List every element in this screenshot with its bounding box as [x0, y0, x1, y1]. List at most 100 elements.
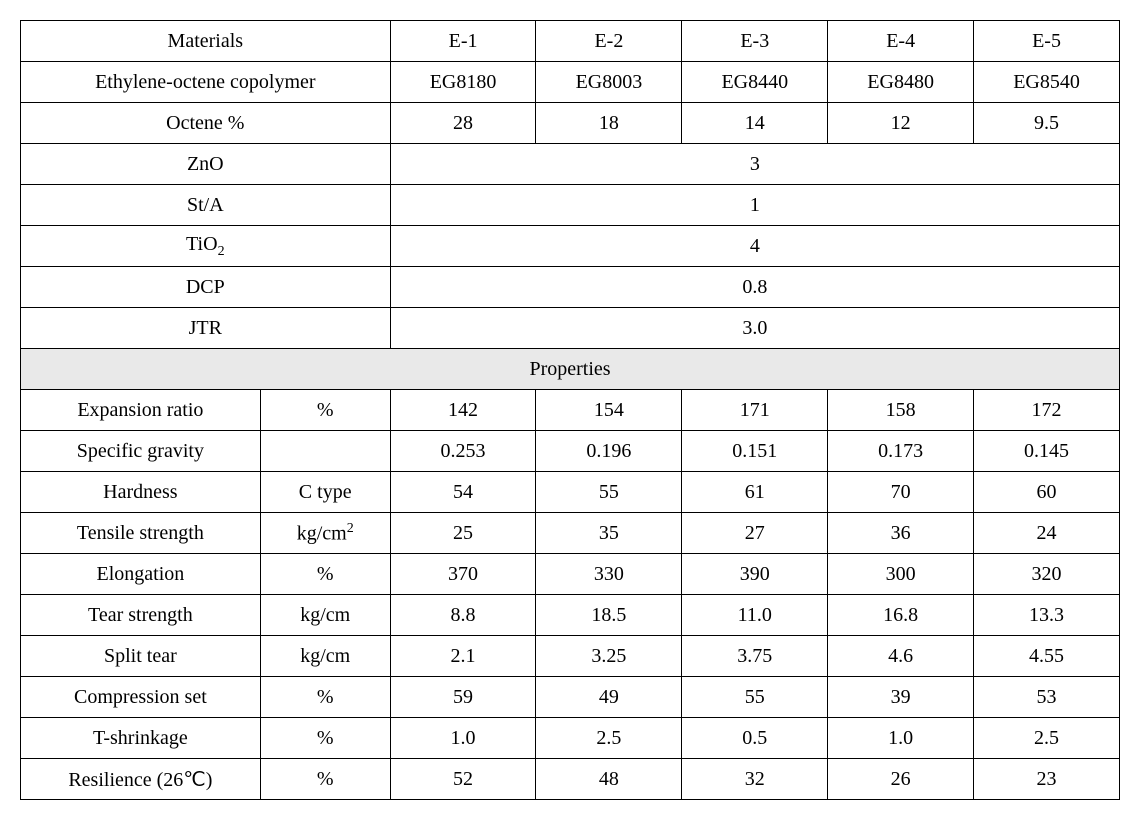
row-jtr: JTR 3.0 [21, 308, 1120, 349]
cell-merged: 3 [390, 144, 1119, 185]
cell-e2: 0.196 [536, 431, 682, 472]
cell-e2: 3.25 [536, 636, 682, 677]
cell-e3: 11.0 [682, 595, 828, 636]
cell-e3: 0.5 [682, 718, 828, 759]
row-tensile-strength: Tensile strength kg/cm2 25 35 27 36 24 [21, 513, 1120, 554]
col-header-e1: E-1 [390, 21, 536, 62]
cell-e4: 4.6 [828, 636, 974, 677]
row-tear-strength: Tear strength kg/cm 8.8 18.5 11.0 16.8 1… [21, 595, 1120, 636]
cell-e4: 12 [828, 103, 974, 144]
cell-label: Compression set [21, 677, 261, 718]
cell-label: Split tear [21, 636, 261, 677]
cell-label: Octene % [21, 103, 391, 144]
cell-e2: EG8003 [536, 62, 682, 103]
materials-properties-table: Materials E-1 E-2 E-3 E-4 E-5 Ethylene-o… [20, 20, 1120, 800]
cell-merged: 1 [390, 185, 1119, 226]
cell-label: Resilience (26℃) [21, 759, 261, 800]
cell-e4: 26 [828, 759, 974, 800]
cell-e2: 18.5 [536, 595, 682, 636]
cell-e1: 59 [390, 677, 536, 718]
cell-e2: 55 [536, 472, 682, 513]
cell-e1: 54 [390, 472, 536, 513]
cell-e1: 0.253 [390, 431, 536, 472]
table-header-row: Materials E-1 E-2 E-3 E-4 E-5 [21, 21, 1120, 62]
cell-e3: 61 [682, 472, 828, 513]
cell-e4: 70 [828, 472, 974, 513]
cell-label: Hardness [21, 472, 261, 513]
cell-label: Tensile strength [21, 513, 261, 554]
cell-label: Ethylene-octene copolymer [21, 62, 391, 103]
cell-label: Specific gravity [21, 431, 261, 472]
cell-e5: 24 [974, 513, 1120, 554]
cell-label: St/A [21, 185, 391, 226]
cell-e4: EG8480 [828, 62, 974, 103]
row-eoc: Ethylene-octene copolymer EG8180 EG8003 … [21, 62, 1120, 103]
row-dcp: DCP 0.8 [21, 267, 1120, 308]
cell-e1: 52 [390, 759, 536, 800]
tio2-sub: 2 [218, 244, 225, 259]
cell-e2: 330 [536, 554, 682, 595]
row-specific-gravity: Specific gravity 0.253 0.196 0.151 0.173… [21, 431, 1120, 472]
row-elongation: Elongation % 370 330 390 300 320 [21, 554, 1120, 595]
cell-e5: 9.5 [974, 103, 1120, 144]
cell-e5: EG8540 [974, 62, 1120, 103]
cell-e2: 48 [536, 759, 682, 800]
cell-e3: 55 [682, 677, 828, 718]
cell-e5: 172 [974, 390, 1120, 431]
cell-e1: 8.8 [390, 595, 536, 636]
row-t-shrinkage: T-shrinkage % 1.0 2.5 0.5 1.0 2.5 [21, 718, 1120, 759]
cell-e5: 4.55 [974, 636, 1120, 677]
cell-label: DCP [21, 267, 391, 308]
cell-e2: 2.5 [536, 718, 682, 759]
cell-e1: 25 [390, 513, 536, 554]
cell-label: T-shrinkage [21, 718, 261, 759]
cell-e3: 0.151 [682, 431, 828, 472]
row-hardness: Hardness C type 54 55 61 70 60 [21, 472, 1120, 513]
unit-pre: kg/cm [297, 522, 347, 544]
cell-e5: 53 [974, 677, 1120, 718]
cell-e5: 320 [974, 554, 1120, 595]
cell-label: JTR [21, 308, 391, 349]
cell-e1: 142 [390, 390, 536, 431]
cell-e1: 28 [390, 103, 536, 144]
col-header-e5: E-5 [974, 21, 1120, 62]
row-compression-set: Compression set % 59 49 55 39 53 [21, 677, 1120, 718]
cell-unit [260, 431, 390, 472]
col-header-e2: E-2 [536, 21, 682, 62]
row-resilience: Resilience (26℃) % 52 48 32 26 23 [21, 759, 1120, 800]
cell-e3: EG8440 [682, 62, 828, 103]
cell-e1: 2.1 [390, 636, 536, 677]
cell-merged: 0.8 [390, 267, 1119, 308]
cell-e3: 171 [682, 390, 828, 431]
cell-e3: 390 [682, 554, 828, 595]
cell-e5: 0.145 [974, 431, 1120, 472]
cell-e5: 2.5 [974, 718, 1120, 759]
cell-label: Elongation [21, 554, 261, 595]
cell-unit: kg/cm2 [260, 513, 390, 554]
cell-unit: % [260, 554, 390, 595]
cell-e2: 18 [536, 103, 682, 144]
cell-e4: 36 [828, 513, 974, 554]
cell-label: ZnO [21, 144, 391, 185]
cell-e2: 49 [536, 677, 682, 718]
row-octene: Octene % 28 18 14 12 9.5 [21, 103, 1120, 144]
cell-e5: 23 [974, 759, 1120, 800]
cell-e3: 32 [682, 759, 828, 800]
cell-merged: 4 [390, 226, 1119, 267]
cell-e4: 16.8 [828, 595, 974, 636]
row-tio2: TiO2 4 [21, 226, 1120, 267]
cell-e1: EG8180 [390, 62, 536, 103]
cell-e4: 1.0 [828, 718, 974, 759]
tio2-pre: TiO [186, 233, 218, 255]
cell-label: Tear strength [21, 595, 261, 636]
row-zno: ZnO 3 [21, 144, 1120, 185]
col-header-materials: Materials [21, 21, 391, 62]
cell-merged: 3.0 [390, 308, 1119, 349]
cell-e1: 370 [390, 554, 536, 595]
cell-e2: 154 [536, 390, 682, 431]
row-sta: St/A 1 [21, 185, 1120, 226]
cell-e3: 27 [682, 513, 828, 554]
row-expansion-ratio: Expansion ratio % 142 154 171 158 172 [21, 390, 1120, 431]
cell-e4: 158 [828, 390, 974, 431]
col-header-e3: E-3 [682, 21, 828, 62]
